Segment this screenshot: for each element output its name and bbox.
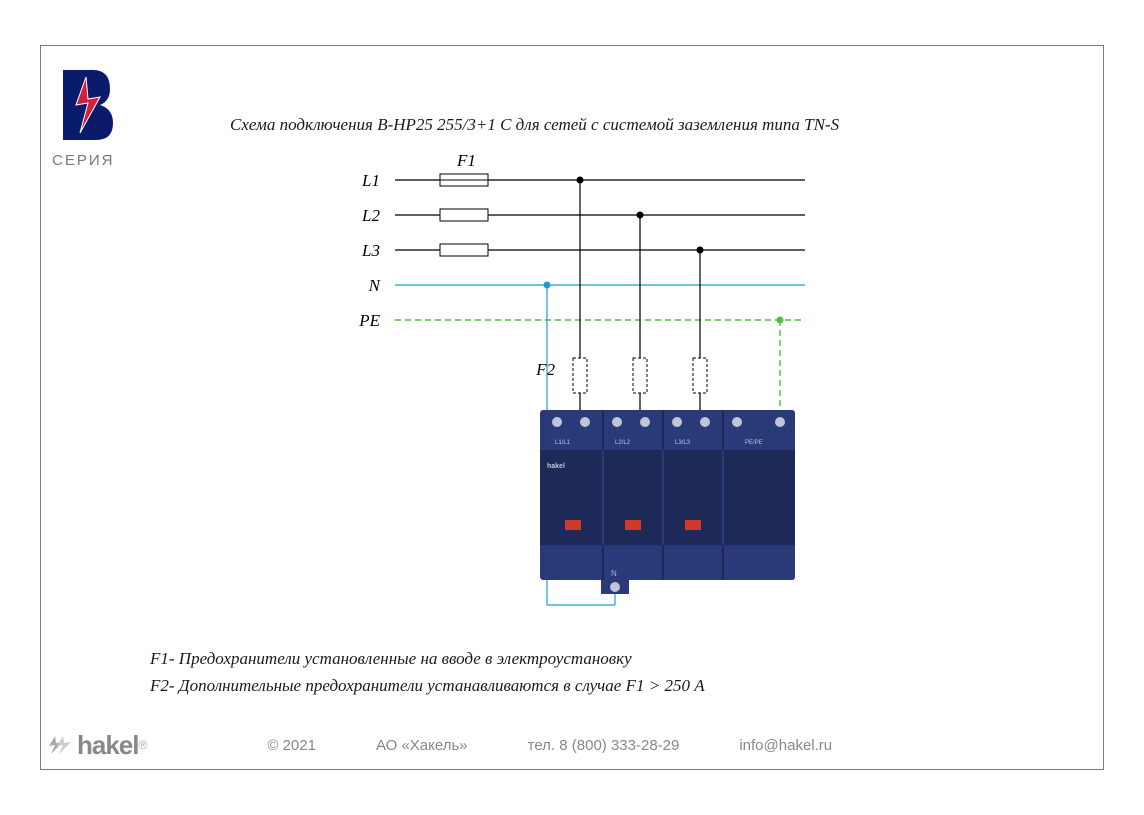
svg-text:L2/L2: L2/L2 — [615, 440, 631, 446]
f2-fuse-l3 — [693, 358, 707, 393]
footnotes: F1- Предохранители установленные на ввод… — [150, 645, 705, 699]
fuse-l2 — [440, 209, 488, 221]
svg-text:L1/L1: L1/L1 — [555, 440, 571, 446]
footer-hakel-logo: hakel ® — [45, 730, 147, 761]
footer-logo-text: hakel — [77, 730, 139, 761]
f1-label: F1 — [456, 151, 476, 170]
fuse-l3 — [440, 244, 488, 256]
indicator-2 — [625, 520, 641, 530]
footer-copyright: © 2021 — [267, 737, 316, 754]
f2-fuse-l1 — [573, 358, 587, 393]
wiring-diagram: F1 L1 L2 L3 N PE F2 — [225, 150, 925, 610]
footer-company: АО «Хакель» — [376, 737, 468, 754]
footnote-f2: F2- Дополнительные предохранители устана… — [150, 672, 705, 699]
l3-label: L3 — [361, 241, 380, 260]
l2-label: L2 — [361, 206, 380, 225]
pe-label: PE — [358, 311, 380, 330]
diagram-title: Схема подключения В-НР25 255/3+1 С для с… — [230, 115, 839, 135]
logo-b-icon — [58, 65, 118, 145]
series-label: СЕРИЯ — [52, 152, 114, 169]
svg-text:PE/PE: PE/PE — [745, 440, 763, 446]
device-n-label: N — [611, 569, 617, 578]
device-brand: hakel — [547, 463, 565, 470]
footer-phone: тел. 8 (800) 333-28-29 — [528, 737, 680, 754]
f2-label: F2 — [535, 360, 555, 379]
l1-label: L1 — [361, 171, 380, 190]
f2-fuse-l2 — [633, 358, 647, 393]
footer: hakel ® © 2021 АО «Хакель» тел. 8 (800) … — [45, 730, 1099, 760]
hakel-bolt-icon — [45, 734, 73, 756]
svg-text:L3/L3: L3/L3 — [675, 440, 691, 446]
indicator-3 — [685, 520, 701, 530]
spd-device: L1/L1 L2/L2 L3/L3 PE/PE hakel N — [540, 410, 795, 594]
indicator-1 — [565, 520, 581, 530]
footnote-f1: F1- Предохранители установленные на ввод… — [150, 645, 705, 672]
footer-email: info@hakel.ru — [739, 737, 832, 754]
n-label: N — [368, 276, 382, 295]
